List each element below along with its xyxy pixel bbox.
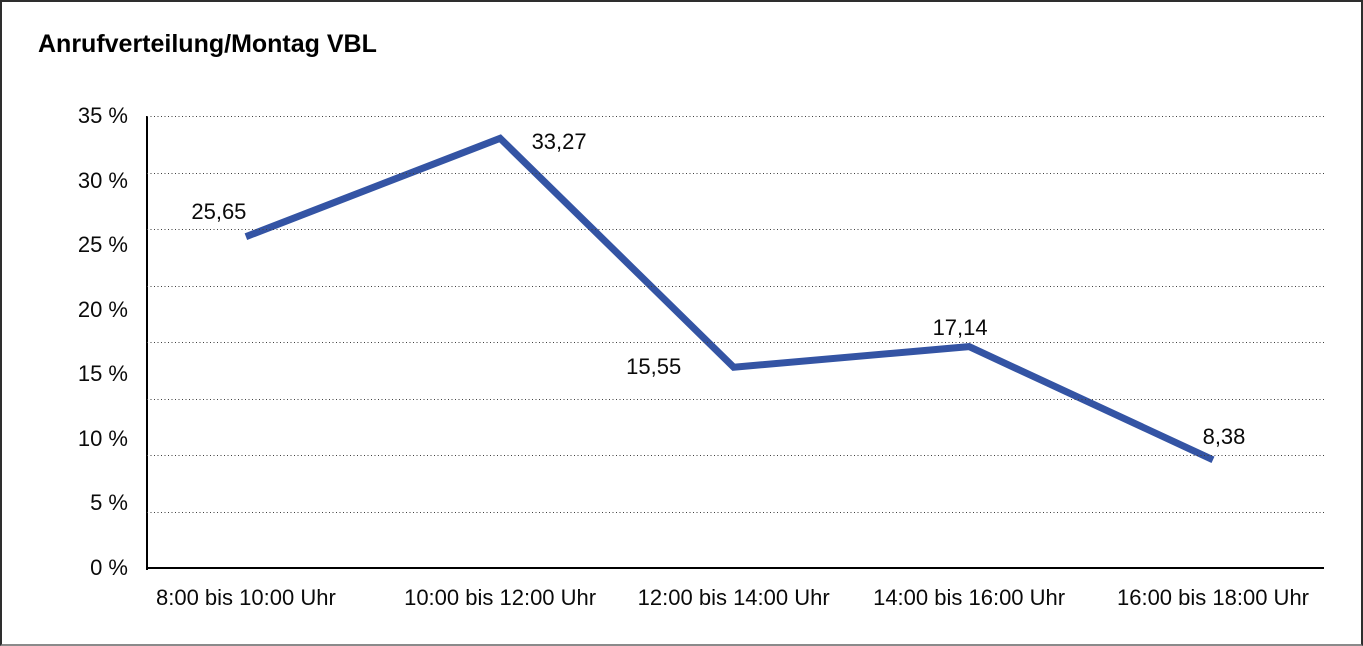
data-line bbox=[244, 134, 1215, 463]
x-axis-category-label: 10:00 bis 12:00 Uhr bbox=[404, 585, 597, 610]
grid-line bbox=[147, 229, 1324, 230]
y-axis-tick-label: 0 % bbox=[90, 555, 128, 580]
grid-line bbox=[147, 172, 1324, 174]
y-axis-tick-label: 20 % bbox=[77, 296, 128, 322]
grid-line bbox=[147, 398, 1324, 400]
data-line-svg bbox=[244, 134, 1215, 463]
x-axis-category-label: 12:00 bis 14:00 Uhr bbox=[637, 585, 830, 610]
grid-line bbox=[147, 511, 1324, 513]
grid-line bbox=[147, 285, 1324, 287]
x-axis-category-label: 14:00 bis 16:00 Uhr bbox=[873, 585, 1066, 610]
plot-area bbox=[147, 116, 1324, 568]
x-axis-line bbox=[146, 567, 1324, 569]
x-axis-category-label: 16:00 bis 18:00 Uhr bbox=[1116, 585, 1310, 610]
data-point-label: 17,14 bbox=[932, 314, 988, 340]
y-axis-tick-label: 10 % bbox=[77, 425, 128, 451]
y-axis-tick-label: 15 % bbox=[77, 361, 128, 387]
data-point-label: 33,27 bbox=[531, 129, 587, 155]
y-axis-tick-label: 5 % bbox=[90, 490, 128, 516]
grid-line bbox=[147, 455, 1324, 456]
y-axis-tick-label: 35 % bbox=[77, 103, 128, 128]
data-point-label: 15,55 bbox=[626, 354, 682, 380]
data-point-label: 8,38 bbox=[1202, 423, 1246, 449]
y-axis-tick-label: 25 % bbox=[77, 232, 128, 258]
y-axis-tick-label: 30 % bbox=[77, 167, 128, 193]
grid-line bbox=[147, 116, 1324, 117]
chart-title: Anrufverteilung/Montag VBL bbox=[38, 30, 377, 58]
data-point-label: 25,65 bbox=[191, 198, 247, 224]
y-axis-line bbox=[146, 116, 148, 570]
grid-line bbox=[147, 342, 1324, 343]
x-axis-category-label: 8:00 bis 10:00 Uhr bbox=[156, 585, 336, 610]
